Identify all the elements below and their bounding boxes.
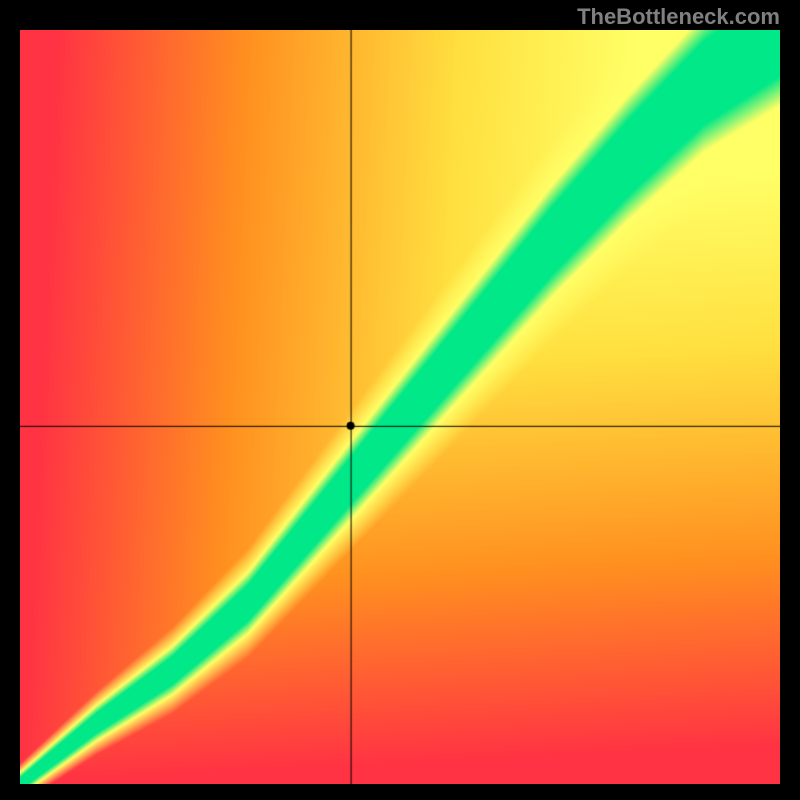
plot-area xyxy=(20,30,780,784)
heatmap-canvas xyxy=(20,30,780,784)
watermark-text: TheBottleneck.com xyxy=(577,4,780,30)
chart-container: TheBottleneck.com xyxy=(0,0,800,800)
